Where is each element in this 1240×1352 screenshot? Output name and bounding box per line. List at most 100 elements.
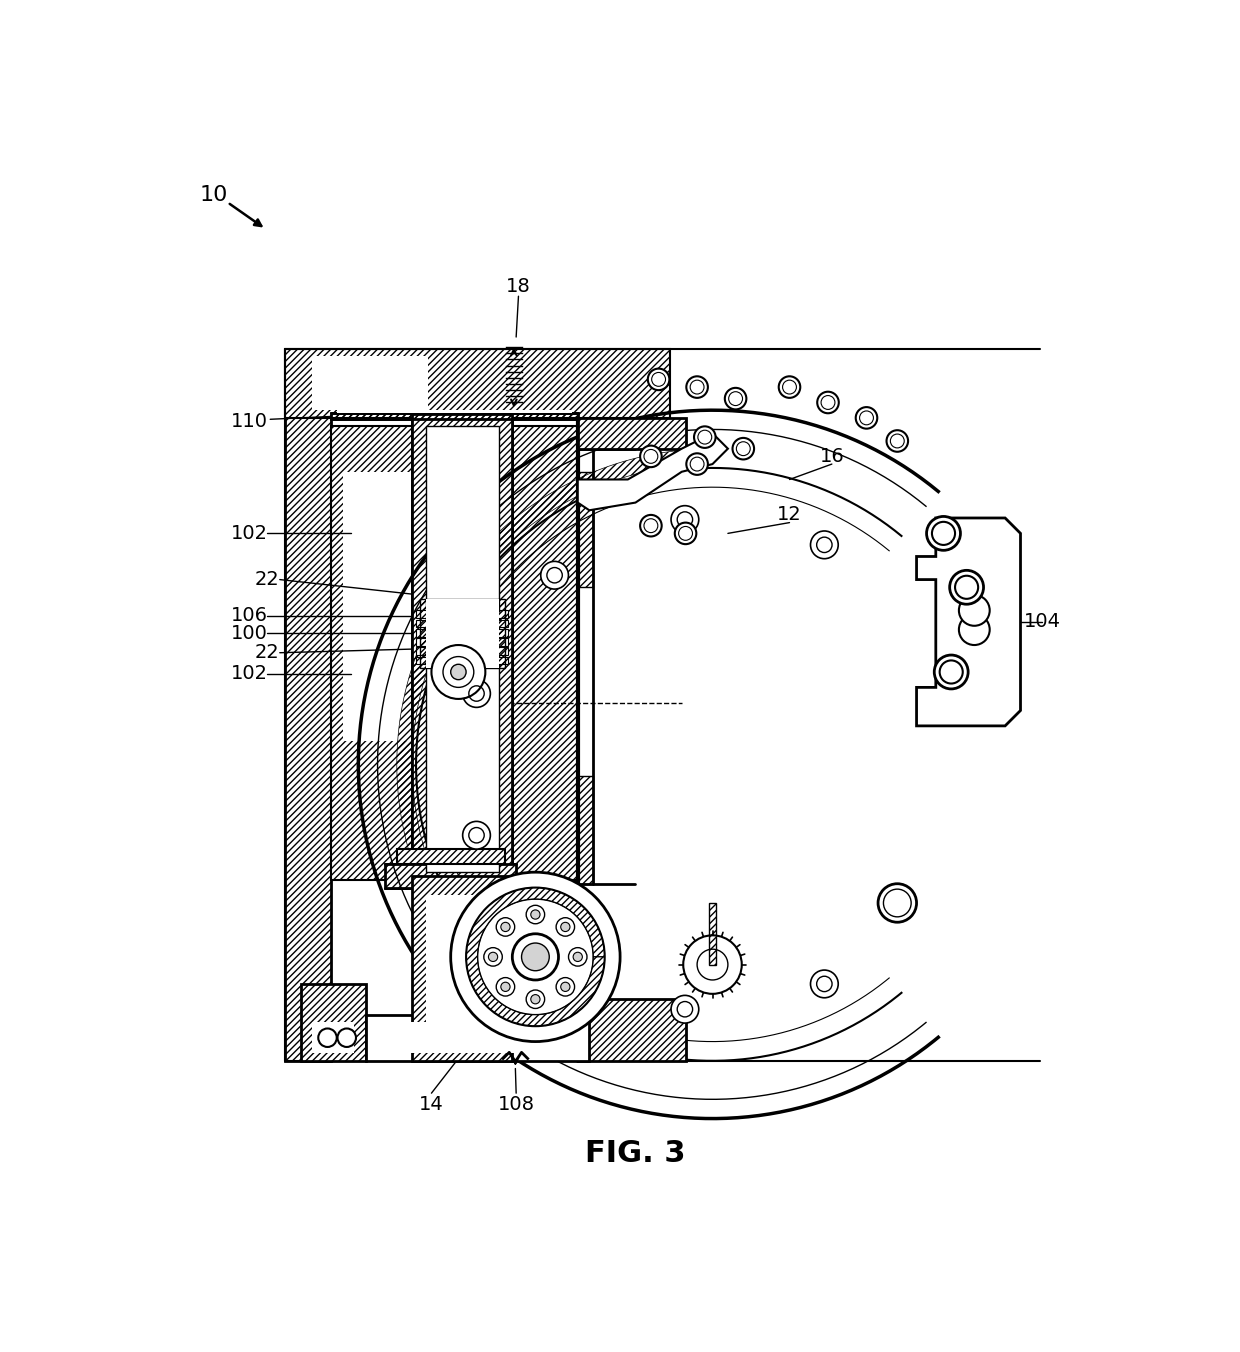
Circle shape (496, 918, 515, 936)
Text: 14: 14 (419, 1095, 444, 1114)
Circle shape (522, 944, 549, 971)
Bar (427, 599, 500, 668)
Circle shape (697, 949, 728, 980)
Circle shape (811, 971, 838, 998)
Circle shape (443, 657, 474, 687)
Circle shape (779, 376, 800, 397)
Circle shape (501, 982, 510, 991)
Bar (285, 349, 670, 418)
Bar (373, 1022, 582, 1053)
Circle shape (683, 936, 742, 994)
Bar (427, 895, 500, 1049)
Bar (366, 1014, 589, 1061)
Circle shape (640, 515, 662, 537)
Circle shape (887, 430, 908, 452)
Circle shape (432, 645, 485, 699)
Text: 108: 108 (497, 1095, 534, 1114)
Circle shape (526, 906, 544, 923)
Circle shape (512, 934, 558, 980)
Bar (420, 599, 505, 668)
Bar (312, 1022, 355, 1053)
Polygon shape (343, 472, 450, 741)
Circle shape (686, 376, 708, 397)
Circle shape (817, 392, 838, 414)
Text: 18: 18 (506, 277, 531, 296)
Bar (412, 414, 512, 884)
Bar (417, 648, 508, 654)
Circle shape (934, 654, 968, 690)
Bar (412, 876, 512, 1061)
Polygon shape (358, 510, 435, 711)
Circle shape (556, 977, 574, 996)
Circle shape (950, 571, 983, 604)
Circle shape (671, 995, 699, 1023)
Text: 100: 100 (231, 625, 268, 644)
Circle shape (725, 388, 746, 410)
Bar (708, 903, 717, 964)
Circle shape (959, 614, 990, 645)
Bar (300, 984, 366, 1061)
Circle shape (640, 446, 662, 468)
Circle shape (526, 990, 544, 1009)
Bar (578, 472, 593, 587)
Bar (417, 610, 508, 618)
Circle shape (926, 516, 961, 550)
Bar (578, 776, 593, 884)
Text: 106: 106 (231, 606, 268, 625)
Bar (397, 849, 505, 864)
Bar (331, 414, 578, 419)
Polygon shape (578, 433, 728, 510)
Circle shape (531, 995, 541, 1003)
Text: FIG. 3: FIG. 3 (585, 1138, 686, 1168)
Polygon shape (916, 518, 1021, 726)
Bar (417, 619, 508, 627)
Bar (331, 426, 578, 880)
Text: 102: 102 (231, 523, 268, 544)
Text: 22: 22 (255, 644, 280, 662)
Bar (417, 638, 508, 646)
Bar (578, 418, 686, 449)
Text: 10: 10 (200, 185, 228, 204)
Circle shape (556, 918, 574, 936)
Circle shape (671, 506, 699, 534)
Circle shape (560, 922, 570, 932)
Circle shape (531, 910, 541, 919)
Circle shape (811, 531, 838, 558)
Bar (285, 349, 331, 1061)
Bar (417, 629, 508, 637)
Text: 102: 102 (231, 664, 268, 683)
Circle shape (501, 922, 510, 932)
Circle shape (856, 407, 877, 429)
Bar (417, 657, 508, 664)
Text: 12: 12 (777, 504, 802, 523)
Circle shape (319, 1029, 337, 1046)
Circle shape (337, 1029, 356, 1046)
Text: 110: 110 (231, 412, 268, 431)
Circle shape (450, 664, 466, 680)
Circle shape (647, 369, 670, 391)
Circle shape (484, 948, 502, 967)
Circle shape (568, 948, 587, 967)
Circle shape (560, 982, 570, 991)
Circle shape (463, 822, 490, 849)
Bar (312, 357, 428, 410)
Circle shape (878, 884, 916, 922)
Circle shape (477, 899, 593, 1014)
Bar (578, 999, 686, 1061)
Text: 16: 16 (820, 448, 844, 466)
Circle shape (463, 680, 490, 707)
Bar (427, 426, 500, 872)
Circle shape (541, 561, 568, 589)
Circle shape (573, 952, 583, 961)
Circle shape (450, 872, 620, 1041)
Text: 22: 22 (255, 571, 280, 589)
Circle shape (733, 438, 754, 460)
Circle shape (694, 426, 715, 448)
Circle shape (496, 977, 515, 996)
Circle shape (959, 595, 990, 626)
Circle shape (541, 940, 568, 968)
Bar (386, 864, 516, 887)
Bar (337, 410, 573, 414)
Text: 104: 104 (1023, 612, 1060, 631)
Circle shape (686, 453, 708, 475)
